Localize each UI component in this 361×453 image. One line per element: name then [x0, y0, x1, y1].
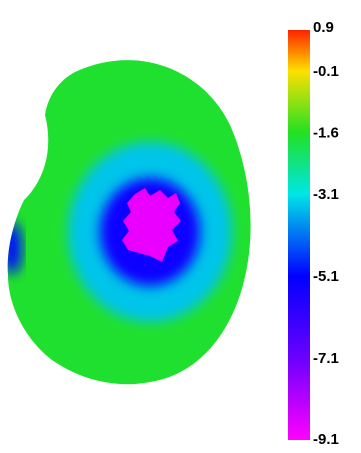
polar-map [7, 60, 251, 385]
colorbar-tick-label: -7.1 [313, 350, 339, 367]
colorbar-ticks: 0.9 -0.1 -1.6 -3.1 -5.1 -7.1 -9.1 [313, 19, 339, 448]
map-center-zone [122, 188, 181, 262]
colorbar-tick-label: 0.9 [313, 19, 334, 36]
colorbar-bar [288, 30, 310, 440]
colorbar-tick-label: -9.1 [313, 431, 339, 448]
colorbar-tick-label: -1.6 [313, 125, 339, 142]
colorbar-tick-label: -0.1 [313, 63, 339, 80]
colorbar-tick-label: -3.1 [313, 186, 339, 203]
colorbar-tick-label: -5.1 [313, 268, 339, 285]
colorbar: 0.9 -0.1 -1.6 -3.1 -5.1 -7.1 -9.1 [288, 19, 339, 448]
map-left-edge-patch [7, 222, 22, 274]
